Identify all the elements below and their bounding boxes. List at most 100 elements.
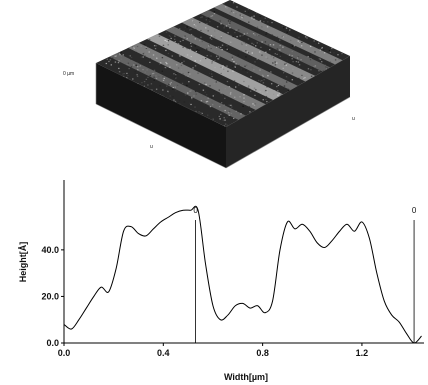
surface-speckle — [239, 35, 241, 37]
surface-speckle — [256, 42, 258, 44]
surface-speckle — [272, 93, 275, 95]
surface-speckle — [243, 100, 245, 103]
surface-speckle — [205, 27, 207, 29]
surface-speckle — [153, 69, 156, 71]
surface-speckle — [194, 106, 196, 108]
surface-speckle — [211, 75, 213, 78]
surface-speckle — [210, 35, 213, 37]
surface-speckle — [172, 88, 174, 90]
surface-speckle — [232, 35, 234, 38]
surface-speckle — [244, 32, 246, 34]
surface-speckle — [285, 64, 287, 67]
surface-speckle — [248, 106, 251, 108]
surface-speckle — [226, 48, 229, 50]
surface-speckle — [312, 75, 314, 77]
surface-speckle — [218, 115, 221, 118]
surface-speckle — [190, 44, 193, 47]
surface-speckle — [166, 85, 168, 87]
surface-speckle — [198, 49, 200, 52]
surface-speckle — [213, 36, 216, 38]
surface-speckle — [267, 44, 270, 46]
surface-speckle — [173, 79, 176, 81]
surface-speckle — [192, 67, 194, 69]
surface-speckle — [214, 59, 216, 62]
surface-speckle — [174, 28, 176, 30]
surface-speckle — [234, 96, 236, 98]
surface-speckle — [285, 63, 288, 65]
surface-speckle — [178, 100, 181, 102]
surface-speckle — [289, 88, 291, 90]
surface-speckle — [282, 27, 285, 29]
surface-speckle — [266, 91, 268, 93]
surface-speckle — [183, 54, 185, 56]
surface-speckle — [153, 76, 155, 78]
surface-speckle — [200, 29, 202, 32]
surface-speckle — [136, 62, 139, 64]
surface-speckle — [112, 57, 114, 59]
surface-speckle — [220, 102, 223, 104]
surface-speckle — [172, 87, 174, 89]
surface-speckle — [212, 95, 215, 97]
surface-speckle — [173, 73, 175, 75]
surface-speckle — [182, 46, 184, 48]
surface-speckle — [224, 88, 227, 90]
surface-speckle — [177, 67, 180, 69]
surface-speckle — [127, 74, 129, 77]
surface-speckle — [170, 81, 172, 84]
surface-speckle — [130, 58, 132, 60]
surface-speckle — [265, 51, 267, 53]
surface-speckle — [232, 70, 234, 72]
surface-speckle — [228, 114, 230, 116]
surface-speckle — [211, 101, 213, 103]
surface-speckle — [223, 3, 225, 5]
x-axis-label: Width[µm] — [224, 372, 268, 382]
surface-speckle — [201, 16, 203, 18]
surface-speckle — [262, 82, 265, 84]
surface-speckle — [211, 104, 214, 106]
surface-speckle — [201, 40, 204, 43]
surface-speckle — [276, 53, 278, 56]
surface-speckle — [209, 105, 212, 108]
surface-speckle — [134, 72, 136, 74]
surface-speckle — [286, 31, 288, 33]
surface-speckle — [167, 91, 170, 93]
surface-speckle — [229, 27, 231, 29]
surface-speckle — [169, 66, 171, 68]
surface-speckle — [270, 71, 273, 73]
surface-speckle — [226, 7, 228, 9]
surface-speckle — [183, 36, 185, 38]
surface-speckle — [217, 115, 219, 117]
surface-speckle — [324, 64, 326, 66]
surface-speckle — [227, 112, 230, 114]
surface-speckle — [241, 35, 243, 37]
surface-speckle — [236, 6, 238, 8]
surface-speckle — [263, 89, 266, 91]
surface-speckle — [276, 48, 279, 50]
surface-speckle — [208, 44, 210, 46]
surface-speckle — [323, 49, 325, 51]
surface-speckle — [148, 38, 151, 41]
surface-speckle — [148, 51, 150, 53]
surface-speckle — [333, 52, 335, 54]
surface-speckle — [187, 92, 189, 94]
surface-speckle — [245, 50, 247, 52]
x-tick-label: 0.8 — [256, 348, 269, 358]
surface-speckle — [226, 80, 229, 83]
surface-speckle — [140, 45, 142, 47]
surface-speckle — [183, 29, 185, 32]
surface-speckle — [210, 73, 213, 75]
surface-speckle — [270, 83, 273, 85]
surface-speckle — [279, 55, 282, 58]
surface-speckle — [202, 95, 204, 97]
surface-speckle — [188, 102, 191, 104]
surface-speckle — [282, 46, 284, 48]
surface-speckle — [210, 48, 212, 50]
surface-speckle — [265, 56, 267, 58]
surface-speckle — [117, 62, 120, 64]
surface-speckle — [180, 69, 183, 71]
surface-speckle — [272, 62, 274, 64]
surface-speckle — [226, 45, 228, 47]
surface-speckle — [134, 45, 136, 47]
surface-speckle — [223, 125, 226, 127]
surface-speckle — [271, 48, 273, 51]
